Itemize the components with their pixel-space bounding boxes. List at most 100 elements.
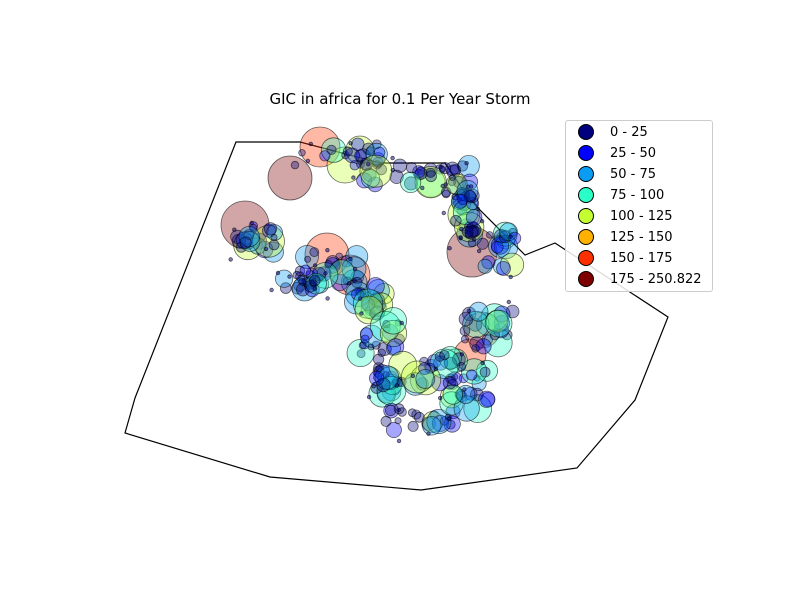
gic-bubble [413, 411, 425, 423]
map-title: GIC in africa for 0.1 Per Year Storm [269, 90, 531, 108]
gic-bubble [475, 338, 492, 355]
legend-swatch-icon [578, 208, 594, 224]
gic-bubble [418, 362, 432, 375]
gic-bubble [299, 264, 312, 277]
gic-bubble [465, 369, 478, 381]
gic-bubble [347, 281, 352, 286]
gic-bubble [356, 172, 373, 189]
gic-bubble [465, 209, 483, 226]
gic-bubble [366, 162, 371, 167]
gic-bubble [375, 377, 391, 393]
gic-bubble [479, 218, 485, 224]
gic-bubble [468, 301, 489, 322]
gic-bubble [320, 137, 347, 163]
gic-bubble [466, 224, 471, 229]
gic-bubble [348, 256, 353, 262]
gic-bubble [442, 375, 457, 390]
legend-swatch-icon [578, 145, 594, 161]
gic-bubble [323, 271, 328, 276]
gic-bubble [380, 415, 392, 427]
gic-bubble [394, 417, 402, 425]
gic-bubble [342, 146, 353, 157]
gic-bubble [459, 352, 464, 357]
gic-bubble [328, 259, 355, 285]
gic-bubble [442, 384, 464, 405]
gic-bubble [366, 394, 372, 400]
gic-bubble [452, 199, 479, 226]
gic-bubble [440, 186, 452, 198]
gic-bubble [422, 416, 442, 436]
legend-label: 150 - 175 [610, 250, 673, 266]
gic-bubble [457, 154, 480, 177]
gic-bubble [441, 189, 451, 199]
gic-bubble [464, 225, 479, 239]
gic-bubble [389, 169, 404, 184]
legend-swatch-icon [578, 250, 594, 266]
gic-bubble [478, 390, 496, 408]
gic-bubble [433, 366, 438, 372]
gic-bubble [295, 244, 319, 269]
gic-bubble [352, 266, 358, 272]
gic-bubble [399, 171, 422, 193]
gic-bubble [325, 296, 330, 301]
gic-bubble [476, 237, 489, 250]
gic-bubble [385, 421, 402, 438]
gic-bubble [298, 149, 306, 157]
gic-bubble [344, 147, 360, 164]
legend-label: 25 - 50 [610, 145, 657, 161]
gic-bubble [375, 163, 388, 176]
gic-bubble [400, 360, 434, 394]
legend-entry: 25 - 50 [566, 143, 656, 163]
gic-bubble [379, 307, 408, 335]
gic-bubble [410, 373, 416, 379]
gic-bubble [496, 261, 511, 276]
gic-bubble [382, 319, 391, 329]
gic-bubble [490, 236, 510, 255]
gic-bubble [445, 161, 460, 176]
gic-bubble [438, 395, 443, 401]
gic-bubble [249, 220, 254, 226]
gic-bubble [267, 155, 313, 201]
gic-bubble [403, 176, 418, 191]
gic-bubble [394, 383, 399, 388]
gic-bubble [287, 274, 292, 279]
gic-bubble [367, 343, 375, 351]
gic-bubble [360, 296, 376, 312]
gic-bubble [239, 236, 252, 249]
legend-entry: 125 - 150 [566, 227, 673, 247]
gic-bubble [490, 240, 504, 254]
gic-bubble [480, 360, 485, 366]
legend-label: 175 - 250.822 [610, 271, 702, 287]
gic-bubble [476, 248, 482, 254]
gic-bubble [351, 175, 356, 180]
gic-bubble [292, 270, 301, 280]
gic-bubble [471, 237, 477, 242]
gic-bubble [508, 234, 513, 239]
gic-bubble [452, 193, 468, 209]
gic-bubble [335, 252, 344, 261]
gic-bubble [359, 311, 364, 316]
gic-bubble [312, 263, 318, 268]
gic-bubble [324, 259, 333, 268]
gic-bubble [371, 384, 376, 389]
gic-bubble [462, 310, 490, 339]
gic-bubble [466, 184, 471, 189]
gic-bubble [448, 174, 456, 182]
gic-bubble [319, 150, 331, 162]
gic-bubble [375, 364, 383, 373]
gic-bubble [370, 298, 378, 306]
legend-entry: 0 - 25 [566, 122, 648, 142]
gic-bubble [460, 335, 470, 344]
gic-bubble [426, 431, 431, 436]
gic-bubble [466, 308, 472, 313]
gic-bubble [232, 227, 237, 232]
gic-bubble [441, 210, 446, 216]
gic-bubble [412, 165, 426, 179]
gic-bubble [486, 231, 494, 239]
gic-bubble [385, 404, 397, 417]
gic-bubble [396, 407, 401, 412]
gic-bubbles [220, 126, 525, 444]
gic-bubble [275, 270, 281, 276]
